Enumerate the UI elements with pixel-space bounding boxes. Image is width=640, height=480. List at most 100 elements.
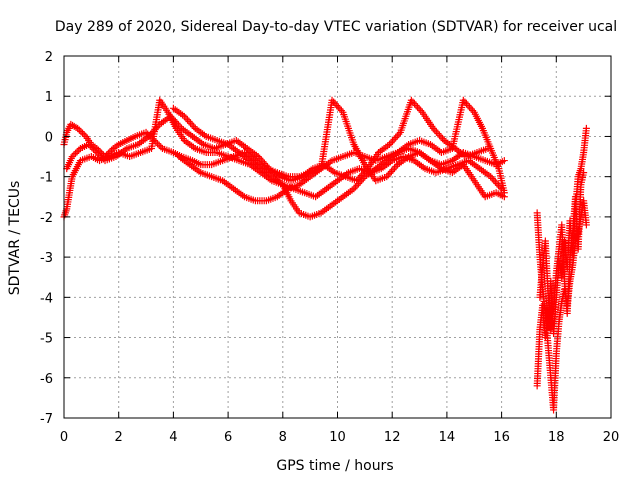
data-point [466,103,474,111]
data-point [187,119,195,127]
data-point [88,144,96,152]
x-tick-label: 10 [329,430,346,445]
data-point [79,129,87,137]
data-point [75,146,83,154]
data-point [353,181,361,189]
data-point [93,149,101,157]
data-point [391,164,399,172]
data-point [185,118,193,126]
data-point [257,156,265,164]
data-point [467,105,475,113]
data-point [409,98,417,106]
data-point [190,123,198,131]
data-point [168,114,176,122]
data-point [328,96,336,104]
data-point [464,101,472,109]
data-point [337,107,345,115]
data-point [170,116,178,124]
y-tick-label: -2 [40,211,53,226]
data-point [68,153,76,161]
data-point [415,105,423,113]
data-point [154,122,162,130]
y-tick-label: -7 [40,412,53,427]
data-point [414,103,422,111]
data-point [145,132,153,140]
data-point [500,157,508,165]
x-axis-label: GPS time / hours [276,458,393,474]
data-point [260,159,268,167]
x-tick-label: 8 [279,430,287,445]
data-point [459,96,467,104]
series-track-8 [536,169,588,334]
data-point [80,131,88,139]
data-point [384,171,392,179]
data-point [148,129,156,137]
data-point [94,150,102,158]
x-tick-label: 16 [493,430,510,445]
data-point [429,124,437,132]
x-tick-label: 12 [384,430,401,445]
data-point [386,169,394,177]
data-point [171,118,179,126]
data-point [142,128,150,136]
y-tick-label: -4 [40,291,53,306]
data-point [488,174,496,182]
data-point [155,141,163,149]
series-track-3 [63,96,492,185]
data-point [330,98,338,106]
data-point [98,153,106,161]
data-point [174,121,182,129]
data-point [385,140,393,148]
y-tick-label: 2 [45,50,53,65]
data-point [491,178,499,186]
data-point [412,101,420,109]
data-point [462,100,470,108]
x-tick-label: 2 [115,430,123,445]
data-markers [60,96,590,414]
data-point [431,126,439,134]
data-point [334,103,342,111]
data-point [580,169,588,177]
data-point [437,133,445,141]
data-point [407,96,415,104]
data-point [487,173,495,181]
data-point [70,151,78,159]
data-point [390,135,398,143]
y-tick-label: -6 [40,372,53,387]
data-point [358,176,366,184]
data-point [91,147,99,155]
data-point [256,154,264,162]
data-point [264,163,272,171]
data-point [395,130,403,138]
x-tick-label: 6 [224,430,232,445]
data-point [389,166,397,174]
data-point [90,145,98,153]
data-point [153,124,161,132]
data-point [392,162,400,170]
data-point [259,158,267,166]
data-point [356,178,364,186]
data-point [500,193,508,201]
x-tick-label: 4 [169,430,177,445]
y-tick-label: 1 [45,90,53,105]
y-tick-label: -1 [40,171,53,186]
data-point [86,142,94,150]
data-point [439,135,447,143]
axis-ticks [63,55,612,419]
data-point [383,173,391,181]
data-point [417,107,425,115]
data-point [355,180,363,188]
data-point [183,116,191,124]
data-point [359,174,367,182]
data-point [167,112,175,120]
data-point [461,98,469,106]
data-point [389,137,397,145]
data-point [99,155,107,163]
data-point [180,112,188,120]
data-point [173,119,181,127]
data-point [331,100,339,108]
data-point [350,185,358,193]
data-point [469,107,477,115]
